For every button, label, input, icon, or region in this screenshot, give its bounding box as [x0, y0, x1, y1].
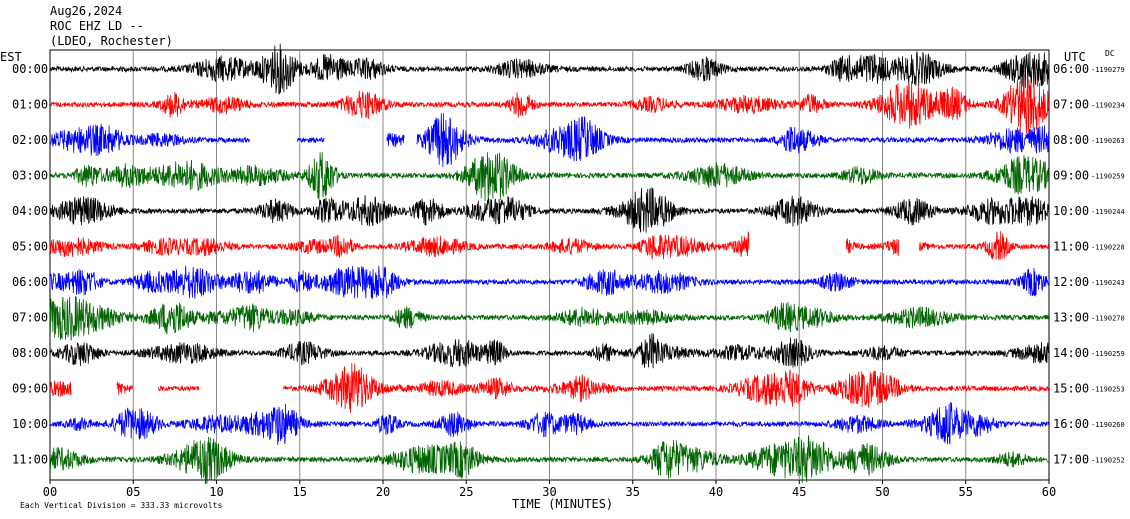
x-tick-label: 55	[959, 485, 973, 499]
header-location: (LDEO, Rochester)	[50, 34, 173, 48]
utc-label: 14:00	[1053, 346, 1089, 360]
x-tick-label: 20	[376, 485, 390, 499]
est-label: 03:00	[12, 169, 48, 183]
utc-label: 16:00	[1053, 417, 1089, 431]
utc-label: 11:00	[1053, 240, 1089, 254]
utc-label: 12:00	[1053, 275, 1089, 289]
dc-offset-label: DC	[1105, 49, 1115, 58]
x-tick-label: 30	[542, 485, 556, 499]
x-axis-title: TIME (MINUTES)	[512, 497, 614, 511]
trace-1100	[49, 435, 1050, 485]
est-label: 05:00	[12, 240, 48, 254]
utc-label: 08:00	[1053, 133, 1089, 147]
utc-label: 15:00	[1053, 382, 1089, 396]
x-tick-label: 50	[875, 485, 889, 499]
dc-value: -1190244	[1091, 208, 1125, 216]
x-tick-label: 05	[126, 485, 140, 499]
trace-0000	[49, 43, 1050, 95]
utc-label: 07:00	[1053, 98, 1089, 112]
est-label: 01:00	[12, 98, 48, 112]
x-tick-label: 35	[626, 485, 640, 499]
utc-label: 13:00	[1053, 311, 1089, 325]
dc-value: -1190279	[1091, 66, 1125, 74]
est-label: 07:00	[12, 311, 48, 325]
x-tick-label: 60	[1042, 485, 1056, 499]
trace-0300	[49, 152, 1050, 203]
x-tick-label: 40	[709, 485, 723, 499]
utc-label: 06:00	[1053, 62, 1089, 76]
x-tick-label: 10	[209, 485, 223, 499]
trace-group	[49, 43, 1050, 485]
dc-value: -1190252	[1091, 457, 1125, 465]
dc-value: -1190234	[1091, 102, 1125, 110]
dc-value: -1190243	[1091, 279, 1125, 287]
dc-value: -1190228	[1091, 244, 1125, 252]
header-station: ROC EHZ LD --	[50, 19, 144, 33]
est-label: 09:00	[12, 382, 48, 396]
utc-label: 09:00	[1053, 169, 1089, 183]
trace-0900	[49, 362, 1050, 413]
trace-0500	[49, 231, 1050, 261]
est-label: 08:00	[12, 346, 48, 360]
right-timezone-label: UTC	[1064, 50, 1086, 64]
est-label: 00:00	[12, 62, 48, 76]
trace-0100	[49, 73, 1050, 135]
x-axis-ticks: 00 05 10 15 20 25 30 35 40 45 50 55 60	[43, 480, 1056, 499]
utc-label: 17:00	[1053, 453, 1089, 467]
trace-1000	[49, 401, 1050, 446]
left-timezone-label: EST	[0, 50, 22, 64]
trace-0400	[49, 187, 1050, 233]
utc-label: 10:00	[1053, 204, 1089, 218]
x-tick-label: 15	[293, 485, 307, 499]
x-tick-label: 25	[459, 485, 473, 499]
dc-value: -1190259	[1091, 350, 1125, 358]
scale-footer: Each Vertical Division = 333.33 microvol…	[20, 501, 223, 510]
trace-0700	[49, 296, 1050, 341]
dc-value: -1190260	[1091, 421, 1125, 429]
header-date: Aug26,2024	[50, 4, 123, 18]
x-tick-label: 45	[792, 485, 806, 499]
dc-value: -1190253	[1091, 386, 1125, 394]
est-label: 04:00	[12, 204, 48, 218]
trace-0600	[49, 265, 1050, 300]
x-tick-label: 00	[43, 485, 57, 499]
dc-value: -1190263	[1091, 137, 1125, 145]
trace-0200	[49, 113, 1050, 168]
est-label: 10:00	[12, 417, 48, 431]
dc-value: -1190259	[1091, 173, 1125, 181]
est-label: 11:00	[12, 453, 48, 467]
trace-0800	[49, 333, 1050, 369]
dc-value: -1190270	[1091, 315, 1125, 323]
est-label: 06:00	[12, 275, 48, 289]
est-label: 02:00	[12, 133, 48, 147]
